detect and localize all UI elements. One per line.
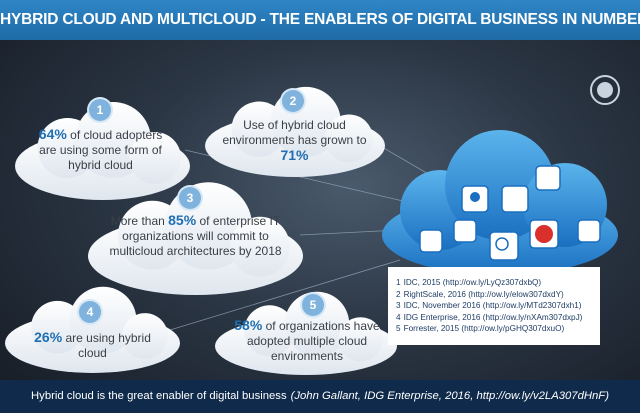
source-number: 4 [396,312,401,322]
stat-highlight: 71% [280,147,309,163]
cloud-shapes [5,86,397,375]
stat-number: 5 [302,294,324,316]
cloud-part [230,216,290,277]
stat-text: Use of hybrid cloud environments has gro… [222,118,367,164]
source-text: IDC, 2015 (http://ow.ly/LyQz307dxbQ) [403,278,542,287]
stat-segment: More than [110,214,169,228]
sources: 1 IDC, 2015 (http://ow.ly/LyQz307dxbQ) 2 Ri… [388,267,600,345]
stat-number: 4 [79,301,101,323]
source: 5 Forrester, 2015 (http://ow.ly/pGHQ307dx… [396,323,600,335]
cloud [88,182,303,295]
source-number: 3 [396,301,401,311]
stat-segment: of organizations have adopted multiple c… [246,319,380,363]
source: 2 RightScale, 2016 (http://ow.ly/elow307d… [396,289,600,301]
cloud-part [325,114,373,163]
footer-citation: (John Gallant, IDG Enterprise, 2016, htt… [290,390,609,402]
footer: Hybrid cloud is the great enabler of dig… [0,380,640,413]
stat-text: More than 85% of enterprise IT organizat… [108,213,283,259]
source: 1 IDC, 2015 (http://ow.ly/LyQz307dxbQ) [396,277,600,289]
cloud-part [284,291,350,357]
cloud-part [338,317,383,362]
cloud-part [129,132,181,184]
source-text: Forrester, 2015 (http://ow.ly/pGHQ307dxu… [403,324,565,334]
cloud-part [122,313,168,359]
cloud [215,291,397,375]
stat-number: 2 [282,90,304,112]
source-text: IDC, November 2016 (http://ow.ly/MTd2307… [403,301,582,311]
cloud [15,102,190,200]
stat-highlight: 58% [234,317,263,333]
stat-highlight: 85% [168,212,197,228]
source-text: IDG Enterprise, 2016 (http://ow.ly/nXAm3… [403,312,583,322]
stat-highlight: 26% [34,329,63,345]
source-number: 1 [396,278,401,287]
source: 4 IDG Enterprise, 2016 (http://ow.ly/nXAm… [396,312,600,324]
cloud-part [244,305,296,357]
source-number: 2 [396,289,401,299]
footer-text: Hybrid cloud is the great enabler of dig… [31,390,287,402]
stat-number: 3 [179,187,201,209]
stat-number: 1 [89,99,111,121]
stat-segment: are using hybrid cloud [62,331,151,360]
stat-text: 64% of cloud adopters are using some for… [38,127,163,173]
title: HYBRID CLOUD AND MULTICLOUD - THE ENABLE… [0,0,640,40]
stat-segment: Use of hybrid cloud environments has gro… [222,118,367,147]
logo [590,75,620,105]
stat-segment: of enterprise IT organizations will comm… [109,214,282,258]
source-number: 5 [396,324,401,334]
source-text: RightScale, 2016 (http://ow.ly/elow307dx… [403,289,564,299]
app-icons [419,165,601,261]
stat-segment: of cloud adopters are using some form of… [39,128,163,172]
source: 3 IDC, November 2016 (http://ow.ly/MTd230… [396,300,600,312]
stat-highlight: 64% [38,126,67,142]
stat-text: 26% are using hybrid cloud [30,330,155,361]
cloud [205,86,385,177]
stat-text: 58% of organizations have adopted multip… [232,318,382,364]
